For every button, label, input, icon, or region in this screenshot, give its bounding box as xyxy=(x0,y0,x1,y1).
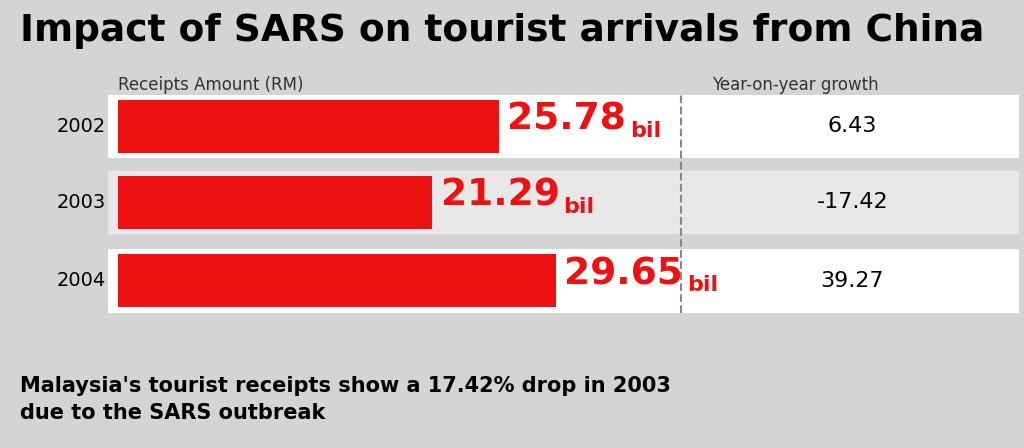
Text: Receipts Amount (RM): Receipts Amount (RM) xyxy=(118,76,303,94)
Bar xyxy=(108,249,1019,313)
Text: bil: bil xyxy=(630,121,660,141)
Text: -17.42: -17.42 xyxy=(817,193,888,212)
Bar xyxy=(118,176,432,229)
Text: Year-on-year growth: Year-on-year growth xyxy=(712,76,879,94)
Text: 6.43: 6.43 xyxy=(827,116,878,136)
Bar xyxy=(118,254,556,307)
Bar xyxy=(118,100,499,153)
Text: 39.27: 39.27 xyxy=(820,271,885,291)
Text: 21.29: 21.29 xyxy=(440,178,559,214)
Text: bil: bil xyxy=(687,276,718,295)
Bar xyxy=(108,171,1019,234)
Text: bil: bil xyxy=(563,197,595,217)
Bar xyxy=(108,95,1019,158)
Text: Impact of SARS on tourist arrivals from China: Impact of SARS on tourist arrivals from … xyxy=(20,13,985,49)
Text: 2002: 2002 xyxy=(56,117,105,136)
Text: 2003: 2003 xyxy=(56,193,105,212)
Text: 25.78: 25.78 xyxy=(507,102,626,138)
Text: 29.65: 29.65 xyxy=(564,256,683,292)
Text: Malaysia's tourist receipts show a 17.42% drop in 2003
due to the SARS outbreak: Malaysia's tourist receipts show a 17.42… xyxy=(20,376,672,423)
Text: 2004: 2004 xyxy=(56,271,105,290)
